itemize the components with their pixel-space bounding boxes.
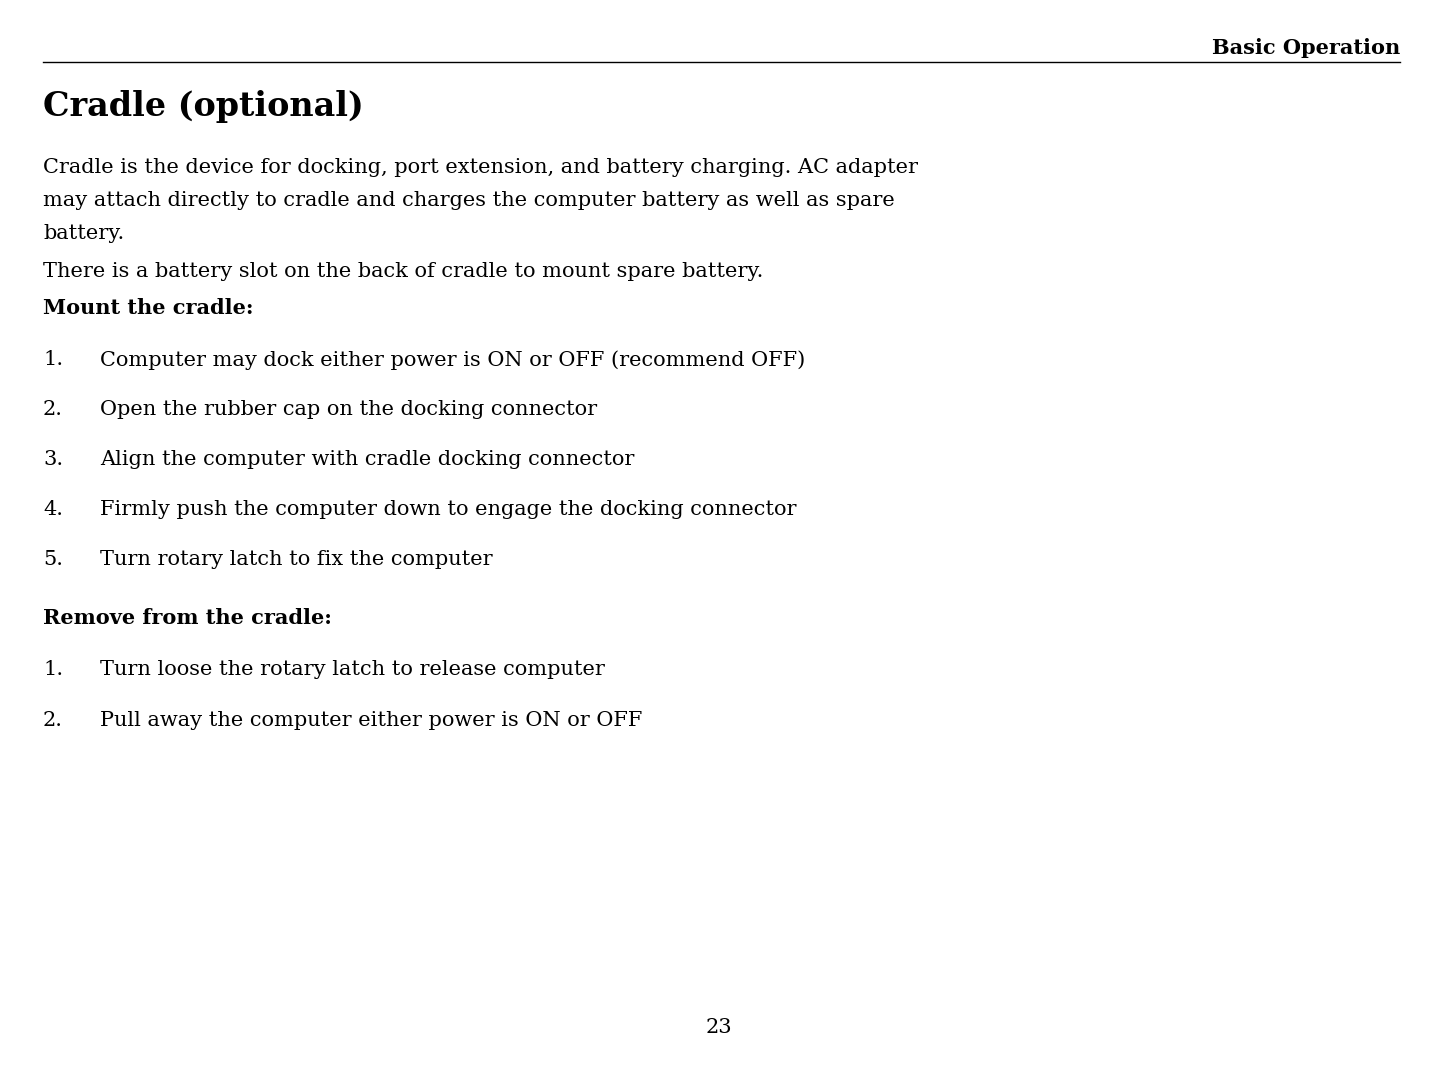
Text: Basic Operation: Basic Operation	[1212, 38, 1401, 58]
Text: 1.: 1.	[43, 660, 63, 679]
Text: 2.: 2.	[43, 400, 63, 419]
Text: Turn rotary latch to fix the computer: Turn rotary latch to fix the computer	[101, 550, 493, 569]
Text: Turn loose the rotary latch to release computer: Turn loose the rotary latch to release c…	[101, 660, 605, 679]
Text: 4.: 4.	[43, 499, 63, 519]
Text: 23: 23	[706, 1018, 732, 1037]
Text: Pull away the computer either power is ON or OFF: Pull away the computer either power is O…	[101, 711, 643, 730]
Text: Firmly push the computer down to engage the docking connector: Firmly push the computer down to engage …	[101, 499, 797, 519]
Text: 2.: 2.	[43, 711, 63, 730]
Text: There is a battery slot on the back of cradle to mount spare battery.: There is a battery slot on the back of c…	[43, 262, 764, 281]
Text: Cradle is the device for docking, port extension, and battery charging. AC adapt: Cradle is the device for docking, port e…	[43, 158, 917, 177]
Text: Open the rubber cap on the docking connector: Open the rubber cap on the docking conne…	[101, 400, 597, 419]
Text: 3.: 3.	[43, 450, 63, 469]
Text: Remove from the cradle:: Remove from the cradle:	[43, 608, 332, 628]
Text: 1.: 1.	[43, 350, 63, 368]
Text: Cradle (optional): Cradle (optional)	[43, 91, 364, 122]
Text: Mount the cradle:: Mount the cradle:	[43, 298, 253, 318]
Text: may attach directly to cradle and charges the computer battery as well as spare: may attach directly to cradle and charge…	[43, 191, 894, 210]
Text: Align the computer with cradle docking connector: Align the computer with cradle docking c…	[101, 450, 634, 469]
Text: Computer may dock either power is ON or OFF (recommend OFF): Computer may dock either power is ON or …	[101, 350, 805, 370]
Text: battery.: battery.	[43, 224, 124, 243]
Text: 5.: 5.	[43, 550, 63, 569]
